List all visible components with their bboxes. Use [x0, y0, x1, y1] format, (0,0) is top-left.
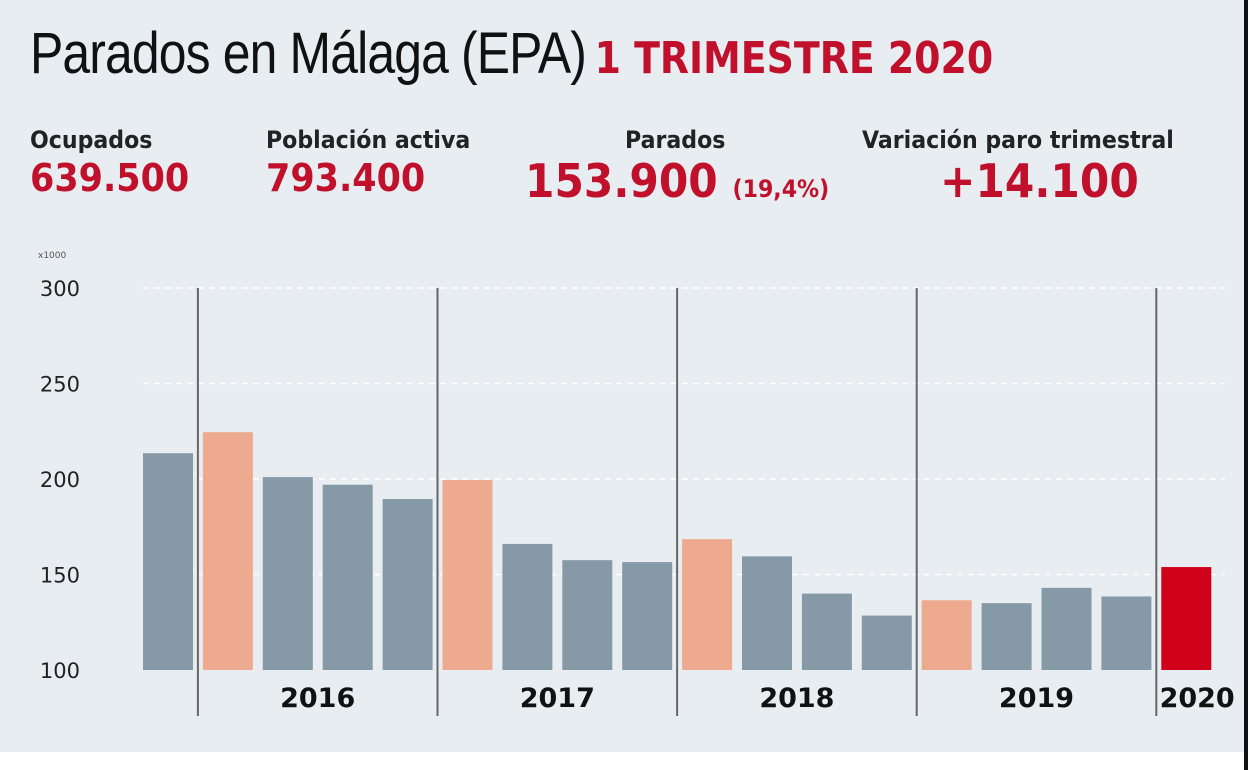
bar-2019-t1: [921, 600, 972, 670]
bar-2018-t4: [861, 615, 912, 670]
x-axis-year-labels: 2016 2017 2018 2019 2020: [280, 683, 1235, 714]
bar-2016-t2: [262, 477, 313, 670]
bar-2020-t1: [1161, 567, 1212, 670]
bar-2019-t2: [981, 603, 1032, 670]
title-text: Parados en Málaga (EPA): [30, 21, 587, 86]
y-tick-label: 200: [40, 468, 80, 492]
bars: [143, 432, 1212, 670]
kpi-label: Variación paro trimestral: [862, 126, 1174, 154]
bar-2017-t2: [502, 543, 553, 670]
y-tick-label: 300: [40, 277, 80, 301]
bar-2017-t4: [622, 562, 673, 670]
bar-2019-t3: [1041, 587, 1092, 670]
y-tick-label: 250: [40, 373, 80, 397]
page-title: Parados en Málaga (EPA) 1 TRIMESTRE 2020: [30, 20, 993, 87]
kpi-value: 153.900: [525, 154, 718, 208]
bar-2018-t1: [682, 539, 733, 670]
kpi-variacion: Variación paro trimestral +14.100: [862, 126, 1201, 208]
y-axis-ticks: 100 150 200 250 300: [40, 277, 80, 683]
kpi-label: Parados: [625, 126, 726, 154]
kpi-label: Población activa: [266, 126, 471, 154]
bar-2015-t4: [143, 453, 193, 670]
bar-2018-t2: [742, 556, 792, 670]
kpi-value: +14.100: [940, 154, 1139, 208]
y-axis-unit-label: x1000: [38, 251, 67, 261]
year-label: 2016: [280, 683, 355, 714]
kpi-percent: (19,4%): [732, 175, 830, 203]
bar-2018-t3: [801, 593, 852, 670]
bar-2016-t3: [322, 484, 373, 670]
kpi-label: Ocupados: [30, 126, 153, 154]
y-tick-label: 100: [40, 659, 80, 683]
right-edge: [1244, 0, 1248, 770]
bar-2017-t3: [562, 560, 613, 670]
kpi-value: 793.400: [266, 156, 426, 200]
year-label: 2020: [1160, 683, 1235, 714]
year-dividers: [196, 288, 1158, 716]
year-label: 2017: [520, 683, 595, 714]
kpi-value: 639.500: [30, 156, 190, 200]
bar-2016-t1: [202, 432, 253, 670]
year-label: 2019: [999, 683, 1074, 714]
y-tick-label: 150: [40, 564, 80, 588]
title-period: 1 TRIMESTRE 2020: [594, 33, 994, 84]
kpi-parados: Parados 153.900 (19,4%): [525, 126, 856, 208]
bar-2017-t1: [442, 479, 493, 670]
bar-2019-t4: [1101, 596, 1152, 670]
year-label: 2018: [759, 683, 834, 714]
kpi-poblacion-activa: Población activa 793.400: [266, 126, 488, 200]
bar-2016-t4: [382, 499, 433, 670]
kpi-value-row: 153.900 (19,4%): [525, 154, 829, 208]
kpi-ocupados: Ocupados 639.500: [30, 126, 203, 200]
